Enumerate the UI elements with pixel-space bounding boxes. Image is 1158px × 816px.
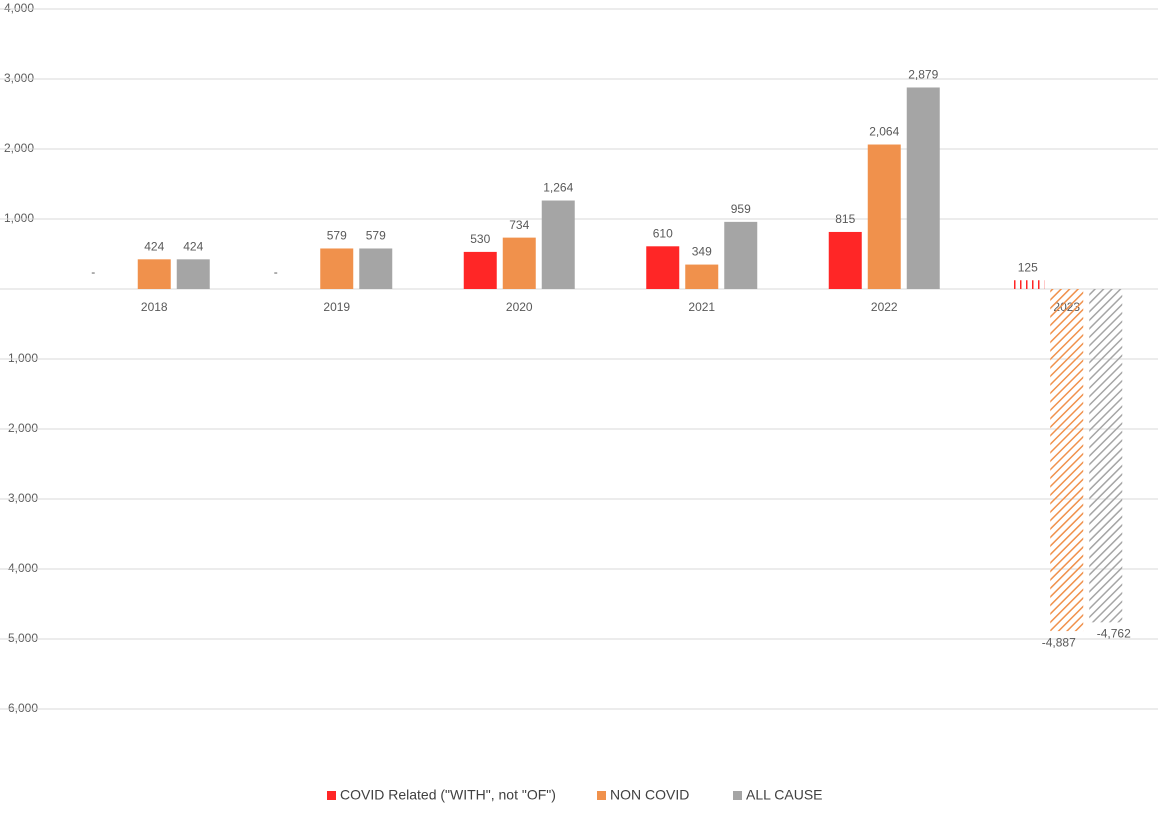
y-tick-label: -2,000	[4, 421, 38, 435]
bar	[646, 246, 680, 289]
bar	[685, 264, 719, 289]
bar	[176, 259, 210, 289]
data-label: 959	[731, 202, 751, 216]
data-label: 424	[144, 239, 164, 253]
data-label: 530	[470, 232, 490, 246]
data-label: 610	[653, 226, 673, 240]
x-tick-label: 2020	[506, 300, 533, 314]
legend-label: ALL CAUSE	[746, 787, 823, 803]
y-tick-label: 3,000	[4, 71, 34, 85]
data-label: 2,879	[908, 68, 938, 82]
y-tick-label: -3,000	[4, 491, 38, 505]
legend-label: NON COVID	[610, 787, 689, 803]
bar	[541, 200, 575, 289]
y-tick-label: 4,000	[4, 1, 34, 15]
data-label: 349	[692, 245, 712, 259]
y-tick-label: 1,000	[4, 211, 34, 225]
bar	[828, 231, 862, 289]
bar	[463, 251, 497, 289]
bar	[502, 237, 536, 289]
data-label: 579	[366, 229, 386, 243]
bar	[320, 248, 354, 289]
y-tick-label: -	[4, 281, 8, 295]
data-label: 734	[509, 218, 529, 232]
y-tick-label: -5,000	[4, 631, 38, 645]
y-tick-label: -4,000	[4, 561, 38, 575]
legend-swatch	[733, 791, 742, 800]
data-label: 424	[183, 239, 203, 253]
bar	[1011, 280, 1045, 289]
data-label: -4,762	[1097, 627, 1131, 641]
data-label: 1,264	[543, 181, 573, 195]
legend-swatch	[597, 791, 606, 800]
legend-label: COVID Related ("WITH", not "OF")	[340, 787, 556, 803]
x-tick-label: 2018	[141, 300, 168, 314]
bar	[906, 87, 940, 289]
legend: COVID Related ("WITH", not "OF") NON COVI…	[327, 787, 823, 803]
data-label: 815	[835, 212, 855, 226]
y-tick-label: -1,000	[4, 351, 38, 365]
bar	[359, 248, 393, 289]
y-tick-label: 2,000	[4, 141, 34, 155]
bar	[724, 221, 758, 289]
data-label: 125	[1018, 260, 1038, 274]
legend-swatch	[327, 791, 336, 800]
y-tick-label: -6,000	[4, 701, 38, 715]
bar	[1050, 289, 1084, 632]
data-label: -	[91, 265, 95, 279]
data-label: 2,064	[869, 125, 899, 139]
x-tick-label: 2019	[323, 300, 350, 314]
x-tick-label: 2022	[871, 300, 898, 314]
x-tick-label: 2021	[688, 300, 715, 314]
bar	[137, 259, 171, 289]
bar	[1089, 289, 1123, 623]
data-label: -4,887	[1042, 635, 1076, 649]
data-label: 579	[327, 229, 347, 243]
data-label: -	[274, 265, 278, 279]
bar	[867, 144, 901, 289]
